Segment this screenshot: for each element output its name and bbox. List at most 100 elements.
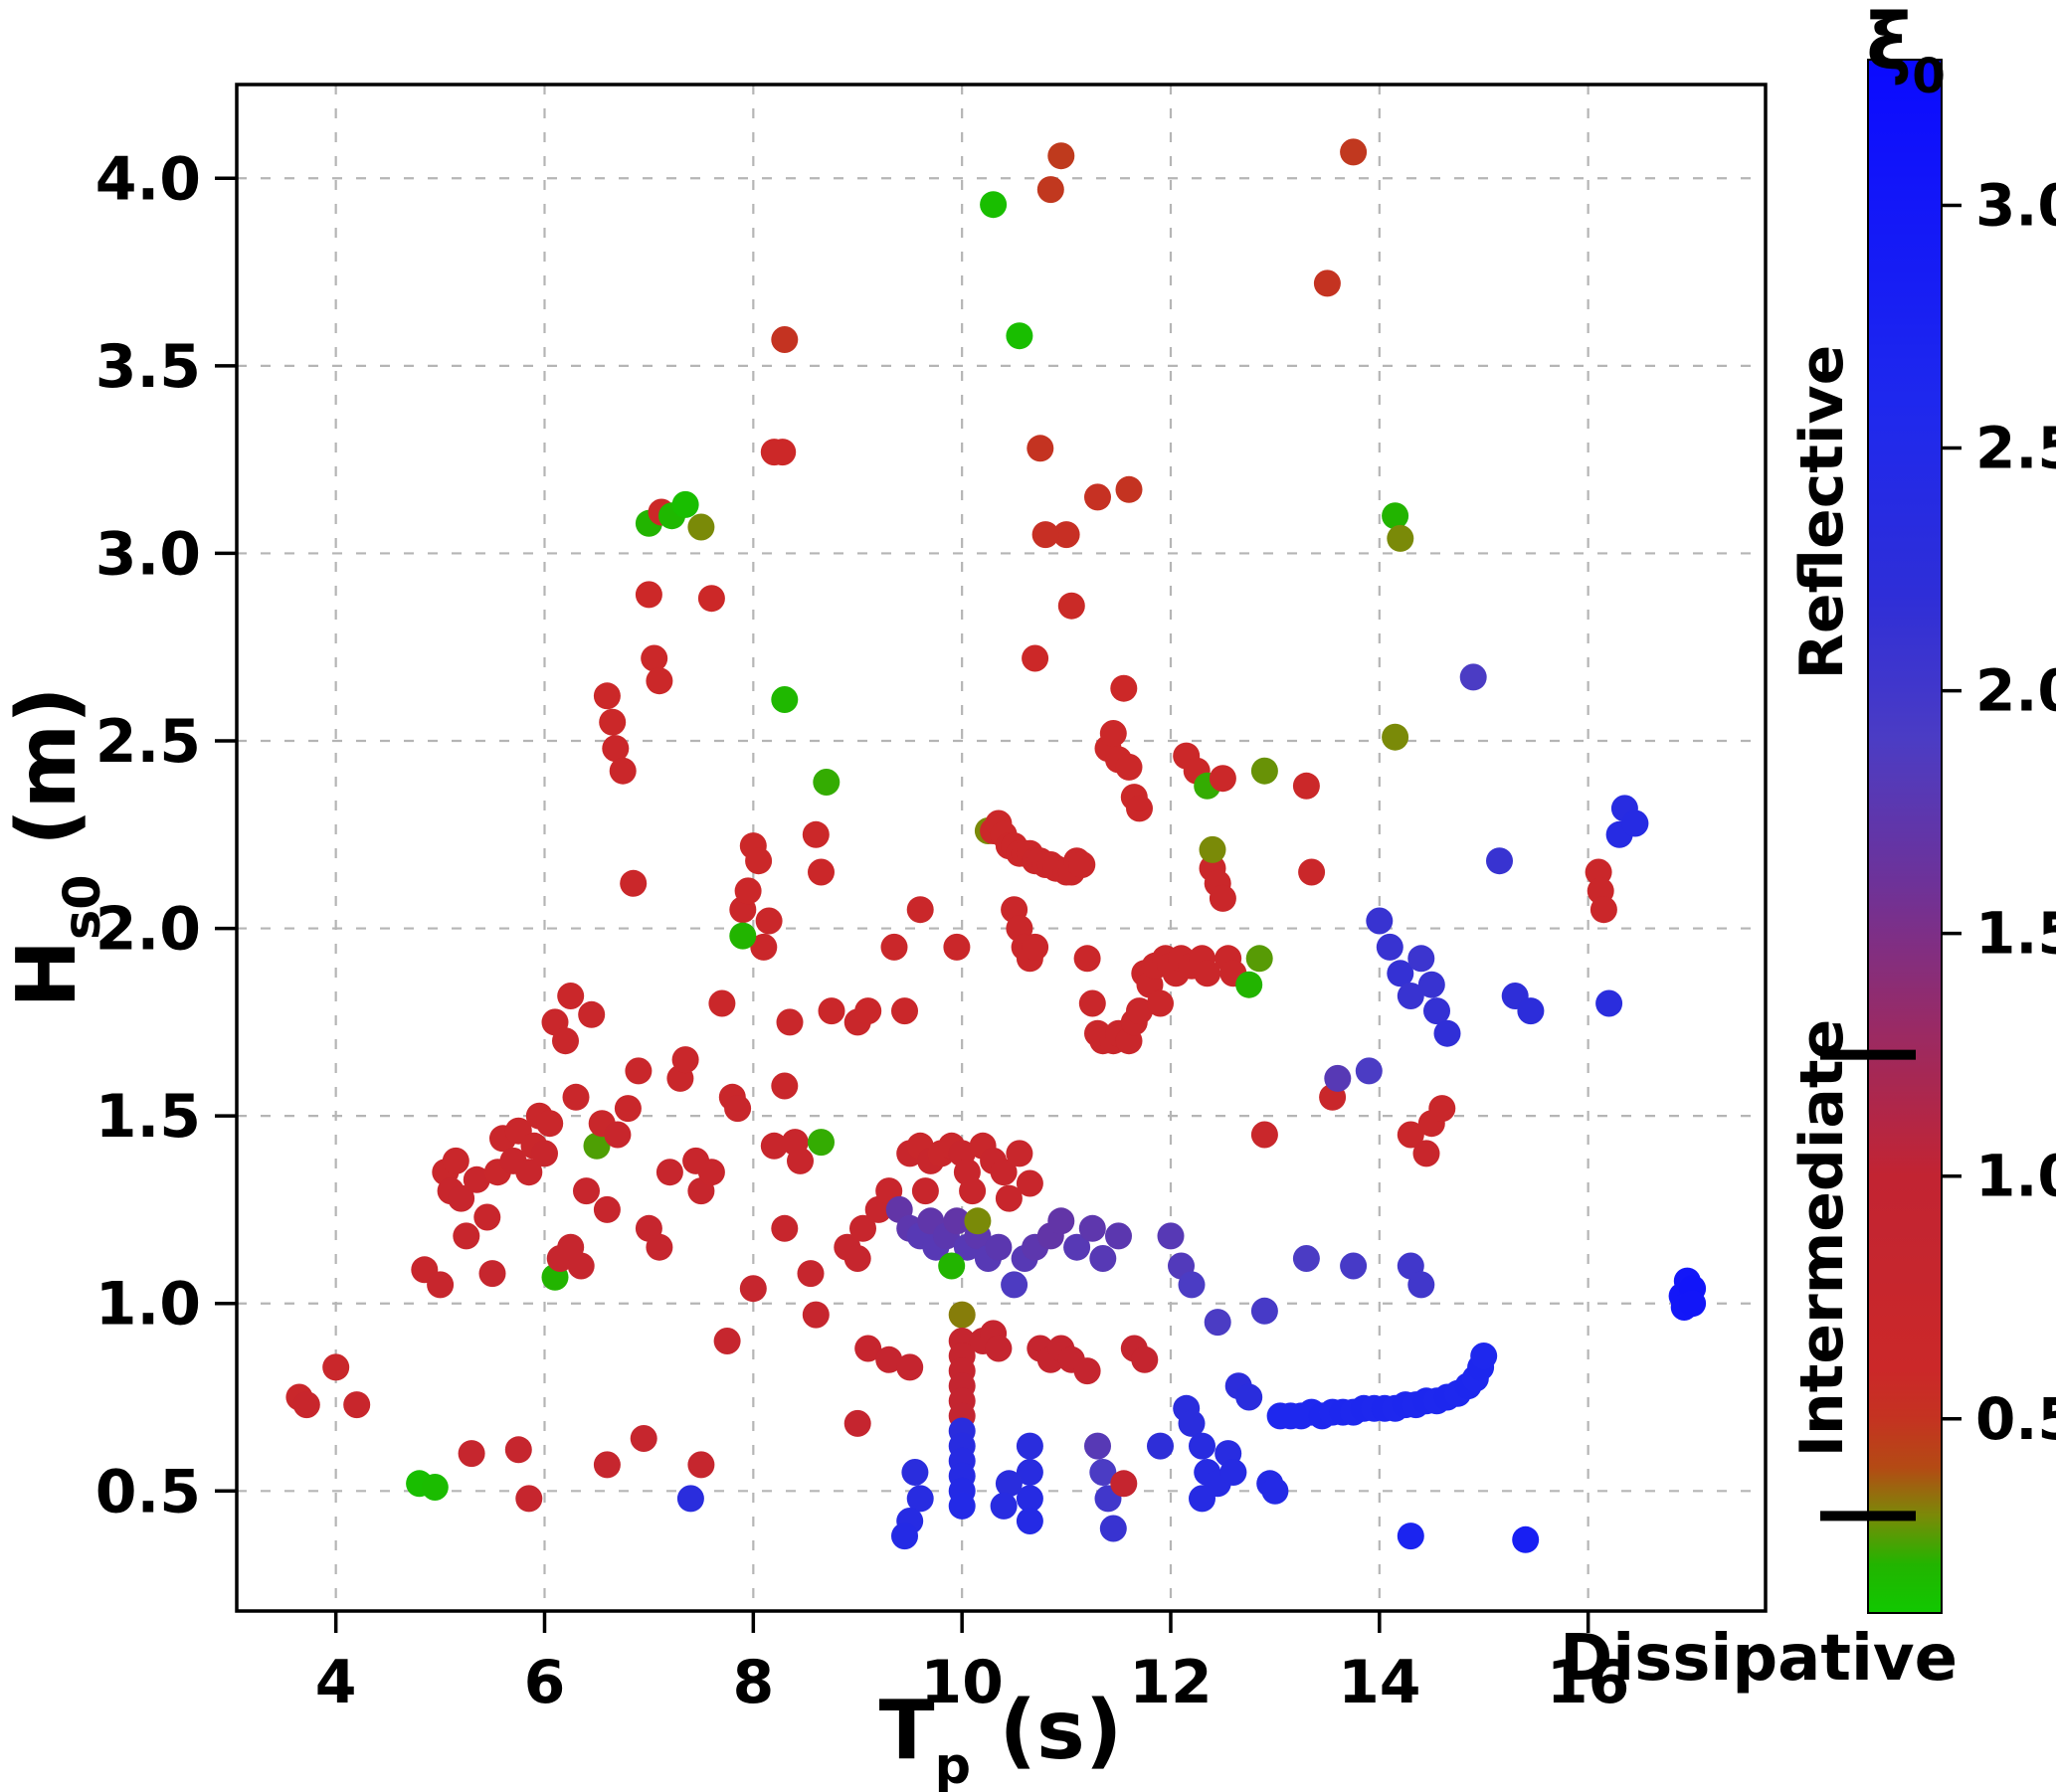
colorbar-tick-label: 2.5 (1975, 415, 2056, 482)
data-point (671, 490, 699, 518)
colorbar-tick-label: 1.0 (1975, 1143, 2056, 1210)
data-point (1261, 1477, 1289, 1505)
data-point (578, 1000, 606, 1028)
data-point (1036, 176, 1064, 204)
data-point (1340, 1252, 1368, 1280)
data-point (1110, 1470, 1138, 1498)
data-point (504, 1436, 532, 1464)
x-tick-label: 16 (1547, 1648, 1630, 1717)
zone-label-reflective: Reflective (1787, 344, 1857, 680)
data-point (1621, 809, 1649, 837)
data-point (985, 1335, 1013, 1362)
data-point (1679, 1290, 1707, 1318)
data-point (552, 1027, 579, 1055)
data-point (760, 1132, 788, 1160)
data-point (1298, 858, 1326, 886)
data-point (1084, 1432, 1111, 1460)
data-point (1589, 896, 1617, 924)
data-point (448, 1184, 475, 1212)
data-point (602, 735, 630, 763)
y-axis-title: Hs0 (m) (0, 686, 112, 1008)
data-point (1512, 1525, 1540, 1553)
data-point (1078, 989, 1106, 1017)
data-point (769, 439, 797, 466)
data-point (1001, 1271, 1028, 1299)
data-point (1016, 1432, 1043, 1460)
data-point (573, 1177, 600, 1205)
data-point (1115, 475, 1143, 503)
data-point (875, 1345, 903, 1373)
data-point (515, 1485, 543, 1513)
data-point (531, 1140, 558, 1167)
x-tick-label: 6 (524, 1648, 566, 1717)
data-point (1292, 772, 1320, 800)
data-point (1209, 884, 1236, 912)
data-point (1016, 1459, 1043, 1486)
colorbar-threshold-mark (1820, 1511, 1916, 1522)
data-point (980, 191, 1008, 219)
data-point (729, 922, 757, 950)
data-point (1178, 1271, 1206, 1299)
data-point (1407, 945, 1435, 973)
data-point (755, 907, 783, 935)
data-point (1126, 997, 1153, 1025)
data-point (1089, 1245, 1117, 1272)
data-point (593, 682, 621, 710)
data-point (620, 869, 648, 897)
data-point (687, 1451, 715, 1479)
data-point (739, 1275, 767, 1303)
data-point (1115, 753, 1143, 781)
data-point (292, 1391, 320, 1419)
data-point (1110, 674, 1138, 702)
data-point (458, 1440, 485, 1468)
axes: 4 6 8 10 12 14 16 0.5 1.0 1.5 2.0 2.5 3.0 3.5 4.0 (95, 144, 1630, 1717)
colorbar-tick-label: 3.0 (1975, 171, 2056, 239)
data-point (808, 858, 835, 886)
data-point (896, 1353, 924, 1381)
data-point (1189, 1485, 1215, 1513)
data-point (1387, 960, 1414, 987)
colorbar-tick-label: 2.0 (1975, 657, 2056, 725)
data-point (1433, 1019, 1461, 1047)
data-point (1407, 1271, 1435, 1299)
colorbar-tick-label: 0.5 (1975, 1385, 2056, 1453)
data-point (625, 1057, 653, 1085)
data-point (813, 769, 841, 796)
x-tick-label: 12 (1129, 1648, 1213, 1717)
colorbar (1867, 59, 1943, 1614)
zone-label-dissipative: Dissipative (1560, 1622, 1958, 1696)
data-point (843, 1409, 871, 1437)
data-point (1006, 322, 1033, 350)
data-point (1089, 1459, 1117, 1486)
data-point (442, 1147, 469, 1174)
data-point (854, 997, 882, 1025)
colorbar-threshold-mark (1820, 1049, 1916, 1060)
colorbar-title: ξ0 (1866, 0, 1946, 104)
data-point (635, 581, 662, 609)
data-point (1219, 1459, 1247, 1486)
data-point (854, 1335, 882, 1362)
data-point (1250, 1121, 1278, 1149)
data-point (776, 1008, 804, 1036)
x-tick-label: 8 (732, 1648, 774, 1717)
data-point (1063, 1233, 1091, 1261)
data-point (938, 1252, 966, 1280)
data-point (1595, 989, 1623, 1017)
data-point (745, 847, 773, 875)
data-point (427, 1271, 455, 1299)
data-point (1382, 723, 1409, 751)
data-point (771, 1072, 799, 1100)
data-point (906, 1485, 934, 1513)
zone-label-intermediate: Intermediate (1787, 1018, 1857, 1458)
data-point (943, 933, 971, 961)
data-point (1397, 1523, 1424, 1550)
data-point (1204, 1309, 1231, 1337)
data-point (676, 1485, 704, 1513)
data-point (1068, 851, 1096, 878)
data-point (1073, 945, 1101, 973)
data-point (1052, 521, 1080, 549)
data-point (843, 1245, 871, 1272)
colorbar-tick-label: 1.5 (1975, 900, 2056, 968)
data-point (901, 1459, 929, 1486)
